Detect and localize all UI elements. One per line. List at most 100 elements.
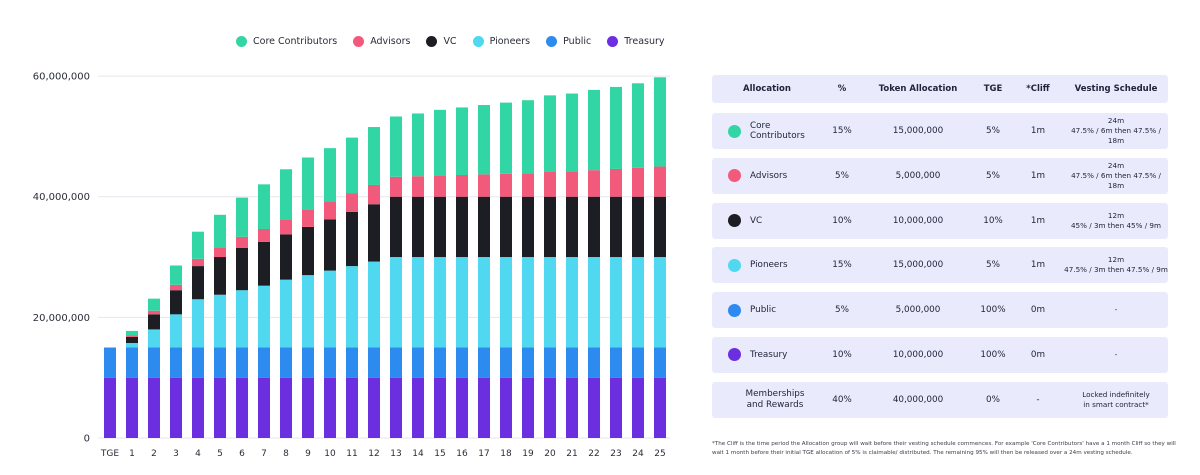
bar-segment-core-contributors <box>500 102 512 174</box>
bar-segment-core-contributors <box>412 113 424 177</box>
row-pct: 5% <box>835 170 849 181</box>
bar-segment-public <box>104 347 116 378</box>
bar-segment-public <box>148 347 160 378</box>
row-name: VC <box>712 214 822 228</box>
x-tick-label: 4 <box>195 449 201 459</box>
legend-item: VC <box>426 35 457 47</box>
bar-segment-treasury <box>170 377 182 438</box>
x-tick-label: 8 <box>283 449 289 459</box>
bar-segment-vc <box>214 257 226 295</box>
bar-segment-vc <box>170 290 182 315</box>
bar-segment-pioneers <box>214 294 226 348</box>
row-cliff: 1m <box>1030 260 1046 271</box>
x-tick-label: 15 <box>434 449 445 459</box>
bar-segment-public <box>214 347 226 378</box>
row-vesting-line1: 24m <box>1107 160 1125 170</box>
bar-segment-treasury <box>104 377 116 438</box>
bar-segment-advisors <box>544 171 556 197</box>
table-row: VC 10% 10,000,000 10% 1m 12m 45% / 3m then 45%… <box>712 202 1168 239</box>
table-row: Pioneers 15% 15,000,000 5% 1m 12m 47.5% / 3m t… <box>712 247 1168 284</box>
bar-segment-vc <box>236 247 248 291</box>
x-tick-label: 16 <box>456 449 468 459</box>
bar-segment-public <box>566 347 578 378</box>
table-row-memberships: Memberships and Rewards 40% 40,000,000 0… <box>712 381 1168 418</box>
bar-segment-vc <box>192 266 204 300</box>
x-tick-label: 23 <box>610 449 621 459</box>
bar-segment-pioneers <box>346 266 358 348</box>
bar-segment-pioneers <box>148 329 160 348</box>
legend-dot-icon <box>353 35 365 47</box>
bar-segment-treasury <box>390 377 402 438</box>
header-cliff: *Cliff <box>1026 84 1050 94</box>
y-tick-label: 60,000,000 <box>33 72 90 83</box>
bar-segment-pioneers <box>170 314 182 348</box>
bar-segment-core-contributors <box>610 86 622 169</box>
bar-segment-treasury <box>368 377 380 438</box>
x-tick-label: 2 <box>151 449 157 459</box>
row-vesting-line1: - <box>1114 349 1118 359</box>
bar-segment-advisors <box>192 258 204 267</box>
bar-segment-advisors <box>566 171 578 197</box>
bar-segment-pioneers <box>390 257 402 348</box>
bar-segment-treasury <box>346 377 358 438</box>
header-token-allocation: Token Allocation <box>878 84 958 94</box>
table-row: Core Contributors 15% 15,000,000 5% 1m 24m 47.… <box>712 113 1168 149</box>
bar-segment-treasury <box>412 377 424 438</box>
row-vesting-line1: 24m <box>1107 116 1125 125</box>
bar-segment-treasury <box>258 377 270 438</box>
allocation-dot-icon <box>728 124 741 138</box>
bar-segment-advisors <box>258 228 270 242</box>
x-tick-label: 22 <box>588 449 599 459</box>
bar-segment-core-contributors <box>632 83 644 168</box>
table-row: Advisors 5% 5,000,000 5% 1m 24m 47.5% / 6m the… <box>712 157 1168 194</box>
bar-segment-vc <box>632 196 644 258</box>
x-tick-label: 18 <box>500 449 512 459</box>
legend-label: Advisors <box>370 35 411 47</box>
bar-segment-public <box>346 347 358 378</box>
bar-segment-vc <box>588 196 600 258</box>
row-vesting-line2: 47.5% / 3m then 47.5% / 9m <box>1064 265 1168 275</box>
row-token: 40,000,000 <box>892 394 944 405</box>
y-tick-label: 40,000,000 <box>33 192 90 203</box>
row-name: Advisors <box>712 169 822 183</box>
bar-segment-public <box>434 347 446 378</box>
x-tick-label: 14 <box>412 449 424 459</box>
legend-dot-icon <box>607 35 619 47</box>
bar-segment-vc <box>654 196 666 258</box>
row-token: 15,000,000 <box>892 126 944 136</box>
bar-segment-public <box>324 347 336 378</box>
x-tick-label: 1 <box>129 449 135 459</box>
row-name-label: Pioneers <box>750 260 788 271</box>
bar-segment-treasury <box>192 377 204 438</box>
bar-segment-advisors <box>236 236 248 248</box>
row-vesting-line1: - <box>1114 305 1118 315</box>
legend-label: Public <box>563 35 592 47</box>
row-cliff: 1m <box>1030 170 1046 181</box>
bar-segment-public <box>610 347 622 378</box>
legend-dot-icon <box>236 35 247 47</box>
bar-segment-pioneers <box>478 257 490 348</box>
bar-segment-vc <box>522 196 534 258</box>
row-tge: 5% <box>986 260 1000 271</box>
row-vesting-line2: in smart contract* <box>1083 399 1149 409</box>
bar-segment-advisors <box>148 310 160 315</box>
bar-segment-pioneers <box>236 290 248 348</box>
bar-segment-pioneers <box>544 257 556 348</box>
bar-segment-advisors <box>214 247 226 258</box>
bar-segment-treasury <box>434 377 446 438</box>
row-pct: 10% <box>832 215 852 226</box>
row-name-line1: Memberships <box>745 388 805 399</box>
bar-segment-public <box>654 347 666 378</box>
bar-segment-pioneers <box>566 257 578 348</box>
bar-segment-public <box>478 347 490 378</box>
bar-segment-treasury <box>126 377 138 438</box>
bar-segment-vc <box>478 196 490 258</box>
bar-segment-public <box>126 347 138 378</box>
row-cliff: - <box>1036 394 1040 405</box>
row-pct: 15% <box>832 260 852 271</box>
bar-segment-advisors <box>368 184 380 205</box>
bar-segment-public <box>544 347 556 378</box>
row-name-label: VC <box>750 215 763 226</box>
row-vesting-line1: 12m <box>1107 210 1125 220</box>
x-tick-label: 20 <box>544 449 556 459</box>
